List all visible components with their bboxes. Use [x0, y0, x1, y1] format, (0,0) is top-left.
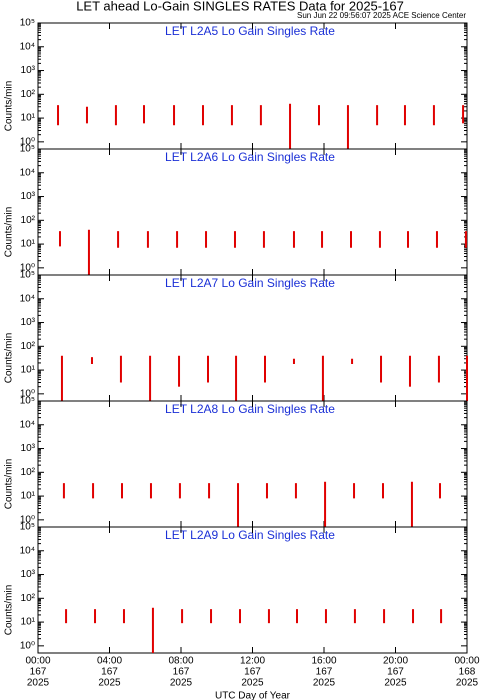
x-tick-label: 12:00	[240, 656, 265, 667]
y-tick-label: 10⁰	[20, 640, 35, 651]
y-tick-label: 10⁰	[20, 262, 35, 273]
y-tick-label: 10⁰	[20, 388, 35, 399]
y-axis-label: Counts/min	[4, 333, 15, 384]
x-tick-day: 167	[30, 667, 47, 678]
panel-frame	[37, 274, 468, 402]
y-axis-label: Counts/min	[4, 207, 15, 258]
y-tick-label: 10⁵	[20, 522, 35, 533]
x-tick-day: 167	[387, 667, 404, 678]
x-tick-label: 00:00	[25, 656, 50, 667]
chart-subtitle: Sun Jun 22 09:56:07 2025 ACE Science Cen…	[297, 11, 466, 20]
x-tick-year: 2025	[27, 678, 50, 689]
x-tick-year: 2025	[384, 678, 407, 689]
panel-frame	[37, 148, 468, 276]
y-tick-label: 10⁵	[20, 18, 35, 29]
x-tick-label: 16:00	[311, 656, 336, 667]
panel-title: LET L2A5 Lo Gain Singles Rate	[165, 24, 335, 38]
x-tick-year: 2025	[456, 678, 479, 689]
y-tick-label: 10¹	[21, 491, 36, 502]
x-tick-year: 2025	[170, 678, 193, 689]
y-tick-label: 10²	[21, 215, 36, 226]
panel-title: LET L2A8 Lo Gain Singles Rate	[165, 402, 335, 416]
x-tick-year: 2025	[313, 678, 336, 689]
x-tick-day: 167	[316, 667, 333, 678]
y-tick-label: 10⁰	[20, 136, 35, 147]
x-tick-day: 167	[173, 667, 190, 678]
x-tick-year: 2025	[241, 678, 264, 689]
y-tick-label: 10⁴	[20, 545, 35, 556]
x-tick-label: 20:00	[383, 656, 408, 667]
y-tick-label: 10⁴	[20, 167, 35, 178]
x-tick-label: 04:00	[97, 656, 122, 667]
y-tick-label: 10¹	[21, 113, 36, 124]
y-tick-label: 10³	[21, 317, 36, 328]
panel-frame	[37, 22, 468, 150]
y-axis-label: Counts/min	[4, 585, 15, 636]
y-tick-label: 10⁵	[20, 270, 35, 281]
y-tick-label: 10⁵	[20, 396, 35, 407]
y-tick-label: 10²	[21, 593, 36, 604]
y-tick-label: 10³	[21, 65, 36, 76]
y-tick-label: 10¹	[21, 365, 36, 376]
x-tick-day: 168	[459, 667, 476, 678]
panel-frame	[37, 400, 468, 528]
chart-title: LET ahead Lo-Gain SINGLES RATES Data for…	[76, 0, 404, 13]
x-axis-label: UTC Day of Year	[215, 691, 291, 700]
y-tick-label: 10³	[21, 569, 36, 580]
x-tick-label: 00:00	[454, 656, 479, 667]
y-tick-label: 10³	[21, 443, 36, 454]
y-tick-label: 10²	[21, 341, 36, 352]
y-axis-label: Counts/min	[4, 459, 15, 510]
y-tick-label: 10⁴	[20, 41, 35, 52]
y-tick-label: 10¹	[21, 617, 36, 628]
y-axis-label: Counts/min	[4, 81, 15, 132]
y-tick-label: 10⁰	[20, 514, 35, 525]
y-tick-label: 10²	[21, 89, 36, 100]
x-tick-day: 167	[244, 667, 261, 678]
panel-title: LET L2A7 Lo Gain Singles Rate	[165, 276, 335, 290]
y-tick-label: 10¹	[21, 239, 36, 250]
y-tick-label: 10⁴	[20, 293, 35, 304]
y-tick-label: 10³	[21, 191, 36, 202]
x-tick-year: 2025	[98, 678, 121, 689]
y-tick-label: 10²	[21, 467, 36, 478]
y-tick-label: 10⁵	[20, 144, 35, 155]
panel-title: LET L2A6 Lo Gain Singles Rate	[165, 150, 335, 164]
panel-frame	[37, 526, 468, 654]
y-tick-label: 10⁴	[20, 419, 35, 430]
x-tick-label: 08:00	[168, 656, 193, 667]
x-tick-day: 167	[101, 667, 118, 678]
panel-title: LET L2A9 Lo Gain Singles Rate	[165, 528, 335, 542]
